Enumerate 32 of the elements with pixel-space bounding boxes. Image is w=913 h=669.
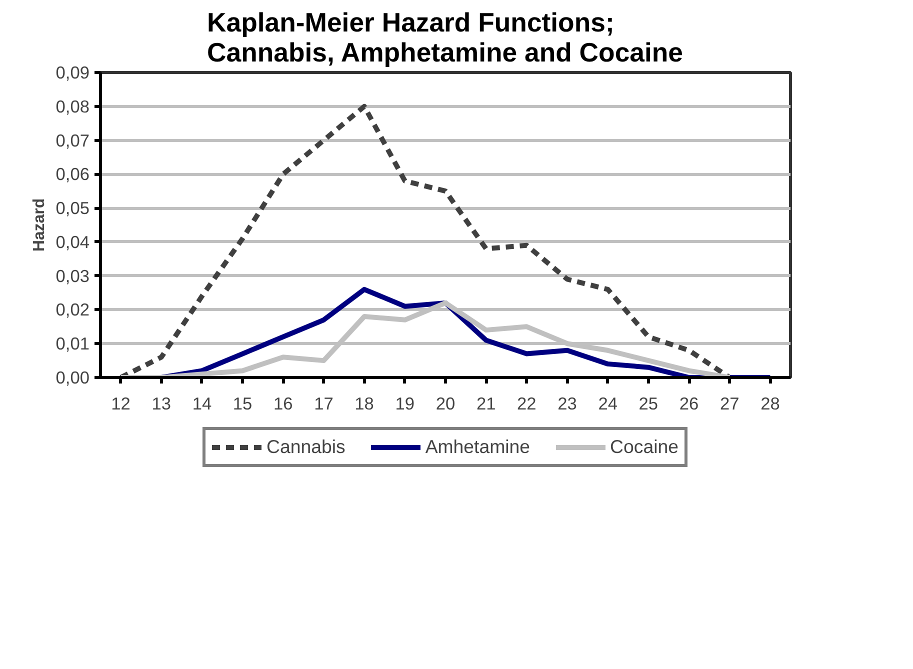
- x-tick-label: 26: [679, 394, 699, 414]
- chart-title: Kaplan-Meier Hazard Functions; Cannabis, Amphetamine and Cocaine: [207, 8, 683, 68]
- y-tick-label: 0,00: [56, 368, 90, 388]
- y-tick-label: 0,03: [56, 266, 90, 286]
- y-tick-label: 0,04: [56, 232, 90, 252]
- x-tick-label: 16: [274, 394, 293, 414]
- x-tick-label: 23: [558, 394, 577, 414]
- x-tick-label: 15: [232, 394, 252, 414]
- y-tick-label: 0,01: [56, 334, 90, 354]
- y-tick-label: 0,07: [56, 130, 90, 150]
- y-tick-label: 0,06: [56, 164, 90, 184]
- y-tick-label: 0,02: [56, 300, 90, 320]
- x-tick-label: 20: [436, 394, 456, 414]
- x-tick-label: 22: [517, 394, 536, 414]
- x-tick-label: 21: [476, 394, 496, 414]
- y-tick-label: 0,08: [56, 96, 90, 116]
- legend-label: Amhetamine: [425, 436, 530, 458]
- legend-label: Cannabis: [266, 436, 346, 458]
- x-tick-label: 28: [760, 394, 780, 414]
- x-tick-label: 25: [638, 394, 658, 414]
- legend-label: Cocaine: [610, 436, 679, 458]
- x-tick-label: 17: [314, 394, 334, 414]
- x-tick-label: 27: [720, 394, 740, 414]
- y-axis-title: Hazard: [30, 198, 48, 252]
- x-tick-label: 18: [354, 394, 374, 414]
- x-tick-label: 19: [395, 394, 415, 414]
- y-tick-label: 0,09: [56, 62, 90, 82]
- y-tick-label: 0,05: [56, 198, 90, 218]
- x-tick-label: 14: [192, 394, 212, 414]
- x-tick-label: 24: [598, 394, 618, 414]
- x-tick-label: 12: [111, 394, 130, 414]
- x-tick-label: 13: [152, 394, 172, 414]
